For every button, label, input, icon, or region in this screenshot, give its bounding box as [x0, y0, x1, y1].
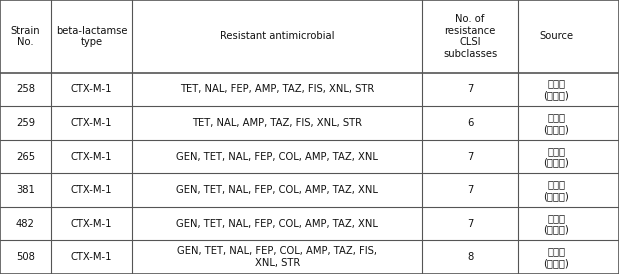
Text: TET, NAL, FEP, AMP, TAZ, FIS, XNL, STR: TET, NAL, FEP, AMP, TAZ, FIS, XNL, STR [180, 84, 374, 94]
Text: 닭고기
(국내산): 닭고기 (국내산) [543, 112, 569, 134]
Text: 381: 381 [16, 185, 35, 195]
Text: GEN, TET, NAL, FEP, COL, AMP, TAZ, XNL: GEN, TET, NAL, FEP, COL, AMP, TAZ, XNL [176, 185, 378, 195]
Text: 482: 482 [16, 219, 35, 229]
Text: 닭고기
(국내산): 닭고기 (국내산) [543, 246, 569, 268]
Text: CTX-M-1: CTX-M-1 [71, 84, 113, 94]
Text: GEN, TET, NAL, FEP, COL, AMP, TAZ, XNL: GEN, TET, NAL, FEP, COL, AMP, TAZ, XNL [176, 152, 378, 161]
Text: 7: 7 [467, 219, 474, 229]
Text: 258: 258 [16, 84, 35, 94]
Text: 7: 7 [467, 84, 474, 94]
Text: 닭고기
(국내산): 닭고기 (국내산) [543, 179, 569, 201]
Text: beta-lactamse
type: beta-lactamse type [56, 25, 128, 47]
Text: 508: 508 [16, 252, 35, 262]
Text: 닭고기
(국내산): 닭고기 (국내산) [543, 79, 569, 100]
Text: Resistant antimicrobial: Resistant antimicrobial [220, 31, 334, 41]
Text: CTX-M-1: CTX-M-1 [71, 185, 113, 195]
Text: 8: 8 [467, 252, 474, 262]
Text: 259: 259 [16, 118, 35, 128]
Text: Strain
No.: Strain No. [11, 25, 40, 47]
Text: 닭고기
(국내산): 닭고기 (국내산) [543, 213, 569, 235]
Text: 7: 7 [467, 185, 474, 195]
Text: 265: 265 [16, 152, 35, 161]
Text: 6: 6 [467, 118, 474, 128]
Text: CTX-M-1: CTX-M-1 [71, 252, 113, 262]
Text: TET, NAL, AMP, TAZ, FIS, XNL, STR: TET, NAL, AMP, TAZ, FIS, XNL, STR [193, 118, 362, 128]
Text: GEN, TET, NAL, FEP, COL, AMP, TAZ, FIS,
XNL, STR: GEN, TET, NAL, FEP, COL, AMP, TAZ, FIS, … [177, 246, 378, 268]
Text: Source: Source [539, 31, 573, 41]
Text: GEN, TET, NAL, FEP, COL, AMP, TAZ, XNL: GEN, TET, NAL, FEP, COL, AMP, TAZ, XNL [176, 219, 378, 229]
Text: No. of
resistance
CLSI
subclasses: No. of resistance CLSI subclasses [443, 14, 497, 59]
Text: CTX-M-1: CTX-M-1 [71, 118, 113, 128]
Text: 닭고기
(국내산): 닭고기 (국내산) [543, 146, 569, 167]
Text: 7: 7 [467, 152, 474, 161]
Text: CTX-M-1: CTX-M-1 [71, 219, 113, 229]
Text: CTX-M-1: CTX-M-1 [71, 152, 113, 161]
